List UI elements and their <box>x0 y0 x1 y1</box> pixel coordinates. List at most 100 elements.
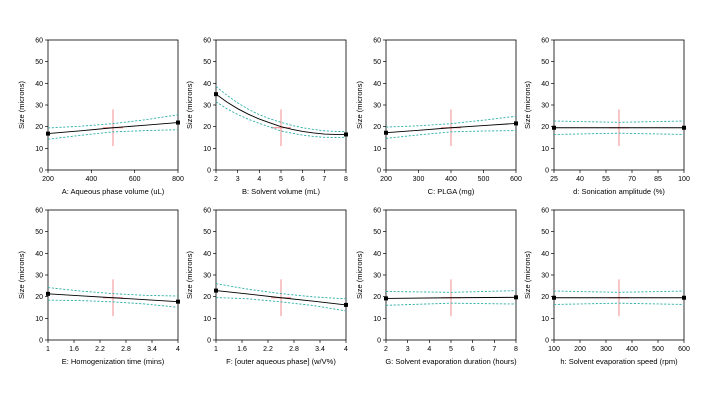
x-tick-label: 3.4 <box>147 346 157 353</box>
y-tick-label: 10 <box>35 316 43 323</box>
y-tick-label: 50 <box>541 59 549 66</box>
y-tick-label: 20 <box>35 124 43 131</box>
y-tick-label: 0 <box>39 338 43 345</box>
plot-frame <box>553 39 685 171</box>
endpoint-marker <box>514 295 518 300</box>
y-tick-label: 20 <box>541 124 549 131</box>
y-axis-label: Size (microns) <box>185 81 194 129</box>
y-axis-label: Size (microns) <box>185 251 194 299</box>
y-tick-label: 20 <box>541 294 549 301</box>
upper-ci-line <box>47 287 179 297</box>
endpoint-marker <box>214 92 218 97</box>
x-tick-label: 800 <box>172 176 184 183</box>
upper-ci-line <box>385 290 517 293</box>
plot-frame <box>215 39 347 171</box>
chart-panel-5: 0 10 20 30 40 50 60 1 1.6 2.2 2.8 3.4 4 E: Homogeniza… <box>17 208 180 367</box>
y-tick-label: 40 <box>35 251 43 258</box>
x-tick-label: 1.6 <box>69 346 79 353</box>
x-tick-label: 6 <box>471 346 475 353</box>
y-tick-label: 40 <box>203 81 211 88</box>
x-tick-label: 200 <box>380 176 392 183</box>
y-tick-label: 60 <box>203 38 211 45</box>
x-tick-label: 300 <box>600 346 612 353</box>
endpoint-marker <box>46 291 50 296</box>
x-tick-label: 7 <box>322 176 326 183</box>
x-axis-label: B: Solvent volume (mL) <box>242 187 320 196</box>
x-tick-label: 5 <box>449 346 453 353</box>
x-tick-label: 500 <box>478 176 490 183</box>
y-tick-label: 0 <box>545 168 549 175</box>
x-axis-label: A: Aqueous phase volume (uL) <box>62 187 165 196</box>
endpoint-marker <box>552 125 556 130</box>
fit-line <box>47 293 179 303</box>
y-tick-label: 10 <box>203 316 211 323</box>
y-axis-label: Size (microns) <box>523 81 532 129</box>
x-tick-label: 25 <box>550 176 558 183</box>
y-tick-label: 40 <box>373 81 381 88</box>
lower-ci-line <box>553 132 685 135</box>
y-tick-label: 20 <box>373 124 381 131</box>
y-tick-label: 40 <box>203 251 211 258</box>
fit-line <box>385 122 517 134</box>
y-tick-label: 30 <box>203 103 211 110</box>
x-tick-label: 100 <box>678 176 690 183</box>
y-tick-label: 60 <box>35 208 43 215</box>
y-tick-label: 60 <box>203 208 211 215</box>
x-tick-label: 1 <box>214 346 218 353</box>
fit-line <box>215 93 346 135</box>
x-tick-label: 8 <box>514 346 518 353</box>
endpoint-marker <box>176 299 180 304</box>
y-axis-label: Size (microns) <box>523 251 532 299</box>
y-tick-label: 50 <box>35 229 43 236</box>
lower-ci-line <box>385 130 517 139</box>
endpoint-marker <box>514 121 518 126</box>
x-tick-label: 2.8 <box>121 346 131 353</box>
y-tick-label: 30 <box>541 273 549 280</box>
x-tick-label: 500 <box>652 346 664 353</box>
y-axis-label: Size (microns) <box>17 81 26 129</box>
y-tick-label: 40 <box>541 81 549 88</box>
lower-ci-line <box>215 101 347 138</box>
x-axis-label: E: Homogenization time (mins) <box>62 357 165 366</box>
x-tick-label: 5 <box>279 176 283 183</box>
y-tick-label: 30 <box>203 273 211 280</box>
chart-panel-1: 0 10 20 30 40 50 60 200 400 600 800 A: Aqueous phas… <box>17 38 184 197</box>
x-tick-label: 4 <box>176 346 180 353</box>
x-tick-label: 400 <box>85 176 97 183</box>
endpoint-marker <box>682 295 686 300</box>
x-tick-label: 6 <box>301 176 305 183</box>
y-tick-label: 50 <box>373 59 381 66</box>
upper-ci-line <box>553 120 685 123</box>
y-tick-label: 50 <box>373 229 381 236</box>
endpoint-marker <box>682 125 686 130</box>
upper-ci-line <box>215 283 347 300</box>
x-tick-label: 2.2 <box>263 346 273 353</box>
y-tick-label: 60 <box>373 38 381 45</box>
y-tick-label: 30 <box>541 103 549 110</box>
lower-ci-line <box>47 129 179 140</box>
plot-frame <box>47 209 179 341</box>
chart-panel-6: 0 10 20 30 40 50 60 1 1.6 2.2 2.8 3.4 4 F: [outer aqu… <box>185 208 348 367</box>
x-tick-label: 70 <box>628 176 636 183</box>
endpoint-marker <box>384 296 388 301</box>
x-tick-label: 8 <box>344 176 348 183</box>
y-tick-label: 20 <box>35 294 43 301</box>
endpoint-marker <box>46 131 50 136</box>
endpoint-marker <box>344 132 348 137</box>
chart-panel-7: 0 10 20 30 40 50 60 2 3 4 5 6 7 8 G: Solvent evaporati… <box>355 208 518 367</box>
y-tick-label: 20 <box>203 124 211 131</box>
chart-panel-3: 0 10 20 30 40 50 60 200 300 400 500 600 C: PLGA (mg)… <box>355 38 522 197</box>
y-tick-label: 10 <box>541 316 549 323</box>
lower-ci-line <box>385 302 517 306</box>
y-tick-label: 40 <box>35 81 43 88</box>
x-tick-label: 100 <box>548 346 560 353</box>
x-tick-label: 3 <box>406 346 410 353</box>
x-tick-label: 4 <box>257 176 261 183</box>
endpoint-marker <box>176 120 180 125</box>
y-tick-label: 20 <box>373 294 381 301</box>
y-tick-label: 10 <box>541 146 549 153</box>
x-axis-label: d: Sonication amplitude (%) <box>573 187 665 196</box>
y-tick-label: 50 <box>203 59 211 66</box>
lower-ci-line <box>215 297 347 312</box>
